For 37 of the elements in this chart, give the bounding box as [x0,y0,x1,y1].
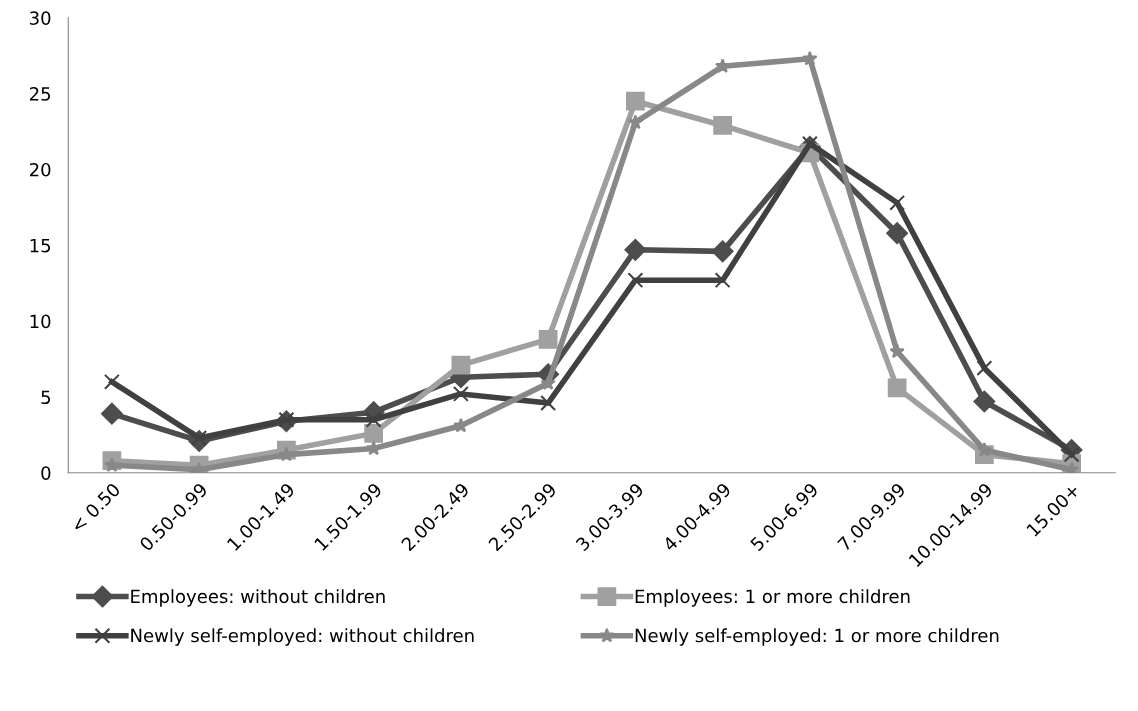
point [452,385,469,402]
y-tick-label: 0 [41,466,51,480]
y-tick-label: 20 [29,162,51,177]
legend-label: Employees: 1 or more children [635,589,910,607]
legend-label: Newly self-employed: 1 or more children [635,628,999,646]
point [976,360,993,377]
point [624,238,647,261]
point [364,424,384,443]
point [538,329,558,349]
point [714,272,731,289]
point [801,135,818,152]
y-tick-label: 15 [30,238,51,253]
point [887,378,907,398]
point [104,457,120,472]
point [451,355,471,375]
legend-label: Newly self-employed: without children [131,628,474,646]
point [1063,446,1080,463]
point [802,50,818,66]
y-tick-label: 30 [30,11,51,25]
point [540,395,557,412]
point [101,402,123,425]
y-tick-label: 25 [29,87,51,101]
point [103,373,120,390]
point [540,375,556,390]
point [889,194,906,211]
y-tick-label: 5 [41,390,51,405]
point [889,343,905,359]
point [886,222,908,245]
point [626,91,645,111]
point [973,390,996,413]
y-tick-label: 10 [30,314,51,329]
point [976,442,993,457]
point [627,272,644,289]
point [713,116,732,135]
point [627,114,644,130]
legend-label: Employees: without children [131,589,385,607]
point [711,240,734,263]
